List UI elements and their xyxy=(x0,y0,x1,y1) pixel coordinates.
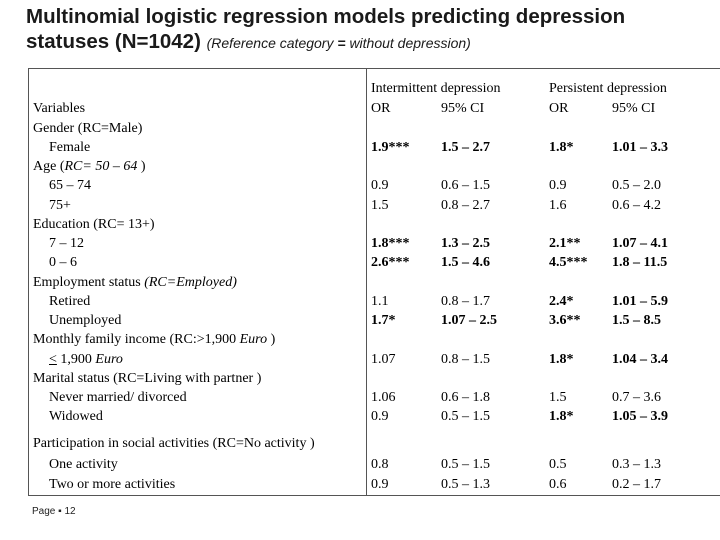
row-label: Employment status (RC=Employed) xyxy=(33,275,237,290)
ref-suffix: without depression) xyxy=(349,35,471,51)
per-ci-value: 0.6 – 4.2 xyxy=(612,198,661,213)
per-or-value: 2.4* xyxy=(549,294,574,309)
per-or-value: 1.6 xyxy=(549,198,567,213)
row-label: One activity xyxy=(49,457,118,472)
int-ci-value: 0.8 – 2.7 xyxy=(441,198,490,213)
header-int-ci: 95% CI xyxy=(441,101,485,116)
int-ci-value: 0.6 – 1.5 xyxy=(441,178,490,193)
row-label: Widowed xyxy=(49,409,103,424)
int-ci-value: 0.8 – 1.7 xyxy=(441,294,490,309)
row-label: 75+ xyxy=(49,198,71,213)
int-or-value: 0.9 xyxy=(371,409,389,424)
page-number: Page ▪ 12 xyxy=(32,506,76,517)
per-ci-value: 1.01 – 5.9 xyxy=(612,294,668,309)
per-ci-value: 1.07 – 4.1 xyxy=(612,236,668,251)
int-or-value: 1.1 xyxy=(371,294,389,309)
int-ci-value: 1.5 – 2.7 xyxy=(441,140,490,155)
row-label: Female xyxy=(49,140,91,155)
per-ci-value: 1.01 – 3.3 xyxy=(612,140,668,155)
per-or-value: 3.6** xyxy=(549,313,581,328)
per-or-value: 1.8* xyxy=(549,352,574,367)
header-int-or: OR xyxy=(371,101,391,116)
row-label: Education (RC= 13+) xyxy=(33,217,155,232)
row-label: Unemployed xyxy=(49,313,122,328)
int-ci-value: 1.5 – 4.6 xyxy=(441,255,490,270)
ref-eq: = xyxy=(333,35,350,51)
per-or-value: 4.5*** xyxy=(549,255,588,270)
int-ci-value: 0.5 – 1.5 xyxy=(441,457,490,472)
row-label: Gender (RC=Male) xyxy=(33,121,143,136)
slide-title: Multinomial logistic regression models p… xyxy=(26,4,716,56)
row-label: Two or more activities xyxy=(49,477,176,492)
per-ci-value: 0.3 – 1.3 xyxy=(612,457,661,472)
per-or-value: 1.5 xyxy=(549,390,567,405)
table-top-rule xyxy=(28,68,720,69)
per-or-value: 2.1** xyxy=(549,236,581,251)
reference-category-note: (Reference category = without depression… xyxy=(207,35,471,51)
header-per-or: OR xyxy=(549,101,569,116)
table-column-divider xyxy=(366,68,367,495)
int-ci-value: 1.07 – 2.5 xyxy=(441,313,497,328)
int-ci-value: 1.3 – 2.5 xyxy=(441,236,490,251)
row-label: Age (RC= 50 – 64 ) xyxy=(33,159,146,174)
int-or-value: 0.9 xyxy=(371,178,389,193)
header-per-ci: 95% CI xyxy=(612,101,656,116)
row-label: 7 – 12 xyxy=(49,236,84,251)
table-left-rule xyxy=(28,68,29,495)
int-or-value: 1.07 xyxy=(371,352,396,367)
int-or-value: 1.5 xyxy=(371,198,389,213)
per-ci-value: 1.05 – 3.9 xyxy=(612,409,668,424)
header-persistent-depression: Persistent depression xyxy=(549,81,667,96)
per-ci-value: 1.8 – 11.5 xyxy=(612,255,668,270)
int-ci-value: 0.5 – 1.5 xyxy=(441,409,490,424)
per-ci-value: 0.5 – 2.0 xyxy=(612,178,661,193)
header-intermittent-depression: Intermittent depression xyxy=(371,81,501,96)
int-or-value: 2.6*** xyxy=(371,255,410,270)
title-line-2-text: statuses (N=1042) xyxy=(26,30,201,53)
per-ci-value: 1.04 – 3.4 xyxy=(612,352,668,367)
row-label: Marital status (RC=Living with partner ) xyxy=(33,371,262,386)
per-or-value: 1.8* xyxy=(549,140,574,155)
row-label: Monthly family income (RC:>1,900 Euro ) xyxy=(33,332,276,347)
int-or-value: 1.7* xyxy=(371,313,396,328)
row-label: 65 – 74 xyxy=(49,178,91,193)
per-or-value: 1.8* xyxy=(549,409,574,424)
row-label: Retired xyxy=(49,294,91,309)
per-ci-value: 0.2 – 1.7 xyxy=(612,477,661,492)
int-or-value: 0.8 xyxy=(371,457,389,472)
int-ci-value: 0.5 – 1.3 xyxy=(441,477,490,492)
per-or-value: 0.6 xyxy=(549,477,567,492)
int-or-value: 0.9 xyxy=(371,477,389,492)
row-label: Never married/ divorced xyxy=(49,390,187,405)
per-or-value: 0.9 xyxy=(549,178,567,193)
per-ci-value: 0.7 – 3.6 xyxy=(612,390,661,405)
per-ci-value: 1.5 – 8.5 xyxy=(612,313,661,328)
int-ci-value: 0.8 – 1.5 xyxy=(441,352,490,367)
row-label: < 1,900 Euro xyxy=(49,352,123,367)
title-line-1: Multinomial logistic regression models p… xyxy=(26,5,626,28)
int-or-value: 1.8*** xyxy=(371,236,410,251)
int-or-value: 1.9*** xyxy=(371,140,410,155)
int-or-value: 1.06 xyxy=(371,390,396,405)
ref-prefix: (Reference category xyxy=(206,35,334,51)
title-line-2: statuses (N=1042) (Reference category = … xyxy=(26,29,716,56)
per-or-value: 0.5 xyxy=(549,457,567,472)
header-variables: Variables xyxy=(33,101,86,116)
row-label: 0 – 6 xyxy=(49,255,77,270)
table-bottom-rule xyxy=(28,495,720,496)
int-ci-value: 0.6 – 1.8 xyxy=(441,390,490,405)
row-label: Participation in social activities (RC=N… xyxy=(33,436,315,451)
